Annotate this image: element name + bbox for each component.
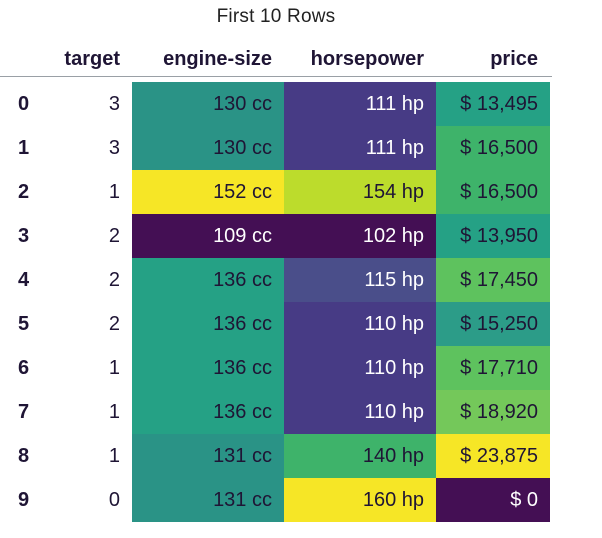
price-cell: $ 18,920 bbox=[436, 390, 550, 434]
target-cell: 1 bbox=[108, 401, 120, 423]
row-index-cell: 3 bbox=[18, 225, 30, 247]
engine-size-cell: 131 cc bbox=[132, 478, 284, 522]
target-cell: 1 bbox=[108, 357, 120, 379]
row-index-cell: 7 bbox=[18, 401, 30, 423]
header-horsepower: horsepower bbox=[310, 48, 424, 70]
table-caption: First 10 Rows bbox=[216, 6, 336, 27]
engine-size-cell: 109 cc bbox=[132, 214, 284, 258]
horsepower-cell: 111 hp bbox=[284, 126, 436, 170]
price-cell: $ 15,250 bbox=[436, 302, 550, 346]
price-cell: $ 16,500 bbox=[436, 126, 550, 170]
table-row: 3 2 109 cc 102 hp $ 13,950 bbox=[0, 214, 552, 258]
row-index-cell: 1 bbox=[18, 137, 30, 159]
target-cell: 3 bbox=[108, 93, 120, 115]
table-row: 7 1 136 cc 110 hp $ 18,920 bbox=[0, 390, 552, 434]
price-cell: $ 23,875 bbox=[436, 434, 550, 478]
header-engine-size: engine-size bbox=[163, 48, 272, 70]
row-index-cell: 0 bbox=[18, 93, 30, 115]
target-cell: 2 bbox=[108, 225, 120, 247]
row-index-cell: 4 bbox=[18, 269, 30, 291]
row-index-cell: 9 bbox=[18, 489, 30, 511]
horsepower-cell: 115 hp bbox=[284, 258, 436, 302]
header-index bbox=[4, 42, 44, 76]
target-cell: 1 bbox=[108, 445, 120, 467]
horsepower-cell: 154 hp bbox=[284, 170, 436, 214]
horsepower-cell: 110 hp bbox=[284, 390, 436, 434]
table-row: 5 2 136 cc 110 hp $ 15,250 bbox=[0, 302, 552, 346]
engine-size-cell: 136 cc bbox=[132, 390, 284, 434]
horsepower-cell: 140 hp bbox=[284, 434, 436, 478]
horsepower-cell: 111 hp bbox=[284, 82, 436, 126]
price-cell: $ 17,710 bbox=[436, 346, 550, 390]
table-row: 2 1 152 cc 154 hp $ 16,500 bbox=[0, 170, 552, 214]
target-cell: 2 bbox=[108, 269, 120, 291]
table-header-row: target engine-size horsepower price bbox=[0, 42, 552, 77]
row-index-cell: 2 bbox=[18, 181, 30, 203]
target-cell: 1 bbox=[108, 181, 120, 203]
row-index-cell: 6 bbox=[18, 357, 30, 379]
price-cell: $ 13,950 bbox=[436, 214, 550, 258]
engine-size-cell: 152 cc bbox=[132, 170, 284, 214]
price-cell: $ 17,450 bbox=[436, 258, 550, 302]
table-row: 4 2 136 cc 115 hp $ 17,450 bbox=[0, 258, 552, 302]
horsepower-cell: 102 hp bbox=[284, 214, 436, 258]
engine-size-cell: 136 cc bbox=[132, 346, 284, 390]
engine-size-cell: 130 cc bbox=[132, 126, 284, 170]
price-cell: $ 0 bbox=[436, 478, 550, 522]
engine-size-cell: 136 cc bbox=[132, 258, 284, 302]
table-row: 6 1 136 cc 110 hp $ 17,710 bbox=[0, 346, 552, 390]
table-row: 1 3 130 cc 111 hp $ 16,500 bbox=[0, 126, 552, 170]
target-cell: 3 bbox=[108, 137, 120, 159]
horsepower-cell: 110 hp bbox=[284, 346, 436, 390]
engine-size-cell: 131 cc bbox=[132, 434, 284, 478]
table-row: 0 3 130 cc 111 hp $ 13,495 bbox=[0, 82, 552, 126]
engine-size-cell: 136 cc bbox=[132, 302, 284, 346]
header-price: price bbox=[490, 48, 538, 70]
target-cell: 2 bbox=[108, 313, 120, 335]
price-cell: $ 16,500 bbox=[436, 170, 550, 214]
target-cell: 0 bbox=[108, 489, 120, 511]
header-target: target bbox=[64, 48, 120, 70]
row-index-cell: 5 bbox=[18, 313, 30, 335]
table-row: 9 0 131 cc 160 hp $ 0 bbox=[0, 478, 552, 522]
horsepower-cell: 110 hp bbox=[284, 302, 436, 346]
table-row: 8 1 131 cc 140 hp $ 23,875 bbox=[0, 434, 552, 478]
row-index-cell: 8 bbox=[18, 445, 30, 467]
price-cell: $ 13,495 bbox=[436, 82, 550, 126]
engine-size-cell: 130 cc bbox=[132, 82, 284, 126]
horsepower-cell: 160 hp bbox=[284, 478, 436, 522]
